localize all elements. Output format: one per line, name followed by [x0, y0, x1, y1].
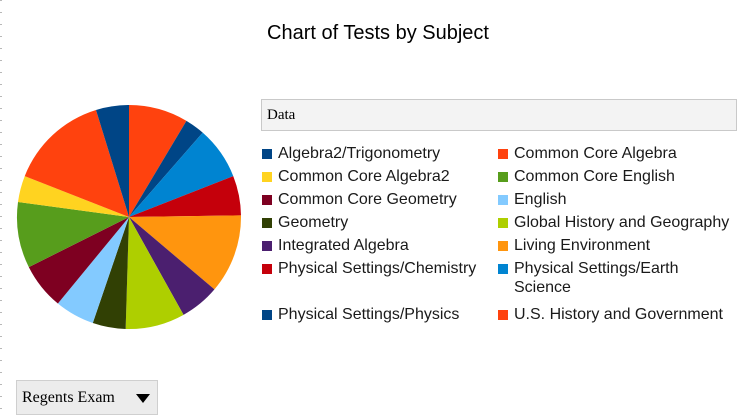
exam-type-dropdown[interactable]: Regents Exam — [16, 380, 158, 415]
pie-slice-algebra2-trigonometry — [95, 105, 129, 217]
legend-label: Geometry — [278, 214, 349, 231]
legend-swatch — [262, 241, 272, 251]
legend-label: Algebra2/Trigonometry — [278, 145, 441, 162]
legend-item: Integrated Algebra — [262, 236, 503, 255]
legend-label: U.S. History and Government — [514, 306, 723, 323]
legend-swatch — [498, 149, 508, 159]
legend-swatch — [498, 195, 508, 205]
legend-label: Physical Settings/Chemistry — [278, 260, 477, 277]
legend-swatch — [262, 310, 272, 320]
dropdown-selected-value: Regents Exam — [22, 388, 115, 406]
chart-title: Chart of Tests by Subject — [267, 22, 489, 44]
legend-swatch — [262, 218, 272, 228]
pie-slice-common-core-geometry — [28, 217, 130, 304]
legend-swatch — [262, 149, 272, 159]
legend-swatch — [498, 172, 508, 182]
pie-slice-living-environment — [129, 215, 241, 290]
pie-slice-u-s-history-and-government — [24, 109, 129, 217]
legend-swatch — [498, 310, 508, 320]
legend-item: Physical Settings/Physics — [262, 305, 503, 324]
legend-item: Common Core Algebra2 — [262, 167, 503, 186]
page-left-border — [0, 0, 2, 418]
legend-item: Algebra2/Trigonometry — [262, 144, 503, 163]
legend-item: U.S. History and Government — [498, 305, 739, 324]
legend-label: Common Core Algebra — [514, 145, 677, 162]
pie-slice-physical-settings-earth-science — [129, 132, 234, 217]
legend-item: Global History and Geography — [498, 213, 739, 232]
legend-item: Physical Settings/Earth Science — [498, 259, 739, 297]
chevron-down-icon[interactable] — [136, 394, 150, 403]
pie-chart — [17, 105, 241, 329]
legend-item: Living Environment — [498, 236, 739, 255]
legend-label: Integrated Algebra — [278, 237, 409, 254]
legend-swatch — [262, 172, 272, 182]
pie-slice-english — [57, 217, 129, 323]
legend-item: Common Core English — [498, 167, 739, 186]
pie-slice-physical-settings-physics — [129, 120, 203, 217]
pie-slice-common-core-english — [17, 201, 129, 268]
pie-slice-common-core-algebra — [129, 105, 187, 217]
legend-item: Physical Settings/Chemistry — [262, 259, 503, 278]
legend-header: Data — [261, 99, 737, 131]
legend-item: Common Core Geometry — [262, 190, 503, 209]
legend-label: Living Environment — [514, 237, 651, 254]
legend-swatch — [498, 264, 508, 274]
legend-label: Global History and Geography — [514, 214, 730, 231]
legend-label: Common Core Algebra2 — [278, 168, 450, 185]
legend-label: English — [514, 191, 567, 208]
legend-swatch — [262, 195, 272, 205]
legend-swatch — [262, 264, 272, 274]
legend-item: Common Core Algebra — [498, 144, 739, 163]
legend-swatch — [498, 241, 508, 251]
legend-label: Physical Settings/Earth Science — [514, 260, 679, 296]
legend-label: Physical Settings/Physics — [278, 306, 460, 323]
legend-item: Geometry — [262, 213, 503, 232]
legend-label: Common Core Geometry — [278, 191, 457, 208]
pie-slice-integrated-algebra — [129, 217, 215, 315]
legend-swatch — [498, 218, 508, 228]
legend-label: Common Core English — [514, 168, 675, 185]
pie-slice-physical-settings-chemistry — [129, 176, 241, 217]
legend-item: English — [498, 190, 739, 209]
pie-slice-geometry — [92, 217, 129, 329]
pie-slice-common-core-algebra2 — [18, 176, 129, 217]
pie-slice-global-history-and-geography — [125, 217, 184, 329]
